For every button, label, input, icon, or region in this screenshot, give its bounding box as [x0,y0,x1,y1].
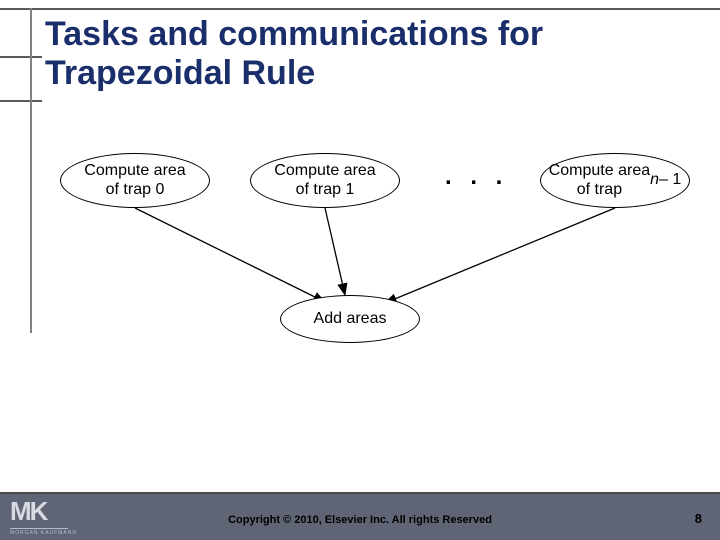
diagram-node-sum: Add areas [280,295,420,343]
diagram-node-n1: Compute areaof trap 1 [250,153,400,208]
vertical-accent-bar [30,8,32,333]
slide-title: Tasks and communications for Trapezoidal… [45,15,710,93]
edge-from-n0 [135,208,325,302]
mid-rule-2 [0,100,42,102]
footer: MK MORGAN KAUFMANN Copyright © 2010, Els… [0,492,720,540]
task-communication-diagram: Compute areaof trap 0 Compute areaof trap… [50,135,700,395]
page-number: 8 [695,511,702,526]
diagram-node-n0: Compute areaof trap 0 [60,153,210,208]
top-rule [0,8,720,10]
edge-from-n2 [385,208,615,303]
copyright-text: Copyright © 2010, Elsevier Inc. All righ… [0,514,720,526]
diagram-node-n2: Compute areaof trap n – 1 [540,153,690,208]
ellipsis: . . . [445,163,508,191]
logo-divider [10,528,68,529]
edge-from-n1 [325,208,345,295]
mid-rule-1 [0,56,42,58]
logo-subtext: MORGAN KAUFMANN [10,530,77,536]
